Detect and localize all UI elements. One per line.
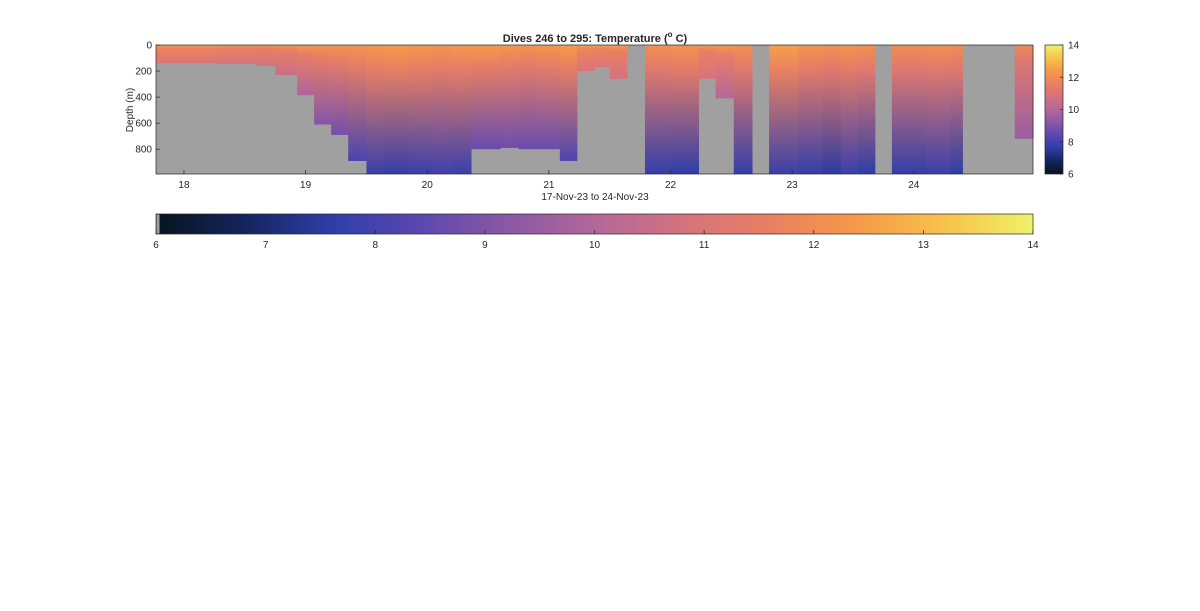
- horizontal-colorbar-tick-label: 6: [153, 240, 159, 251]
- horizontal-colorbar-tick-label: 8: [372, 240, 378, 251]
- y-axis-ticks: 0 200 400 600 800: [135, 41, 160, 156]
- dive-profile-column: [715, 45, 735, 99]
- dive-profile-column: [1014, 45, 1034, 139]
- dive-profile-column: [950, 45, 963, 174]
- x-axis-label: 17-Nov-23 to 24-Nov-23: [541, 192, 649, 203]
- vertical-colorbar-ticks: 6 8 10 12 14: [1060, 41, 1080, 181]
- x-tick-label: 18: [178, 180, 190, 191]
- dive-profile-column: [383, 45, 410, 174]
- vertical-colorbar-tick-label: 6: [1068, 170, 1074, 181]
- dive-profile-column: [593, 45, 611, 68]
- vertical-colorbar-tick-label: 10: [1068, 105, 1080, 116]
- horizontal-colorbar-missing-swatch: [156, 214, 160, 234]
- y-tick-label: 0: [146, 41, 152, 52]
- horizontal-colorbar-tick-label: 11: [699, 240, 710, 251]
- x-tick-label: 21: [543, 180, 555, 191]
- horizontal-colorbar-tick-label: 7: [263, 240, 269, 251]
- dive-profile-column: [409, 45, 434, 174]
- dive-profile-column: [857, 45, 876, 174]
- x-tick-label: 23: [787, 180, 799, 191]
- y-axis-label: Depth (m): [125, 88, 136, 132]
- x-tick-label: 20: [422, 180, 434, 191]
- dive-profile-column: [609, 45, 628, 79]
- plot-frame: [155, 44, 1034, 175]
- dive-profile-column: [314, 45, 332, 125]
- y-tick-label: 400: [135, 93, 152, 104]
- dive-profile-column: [576, 45, 595, 72]
- dive-profile-column: [256, 45, 276, 66]
- dive-profile-column: [769, 45, 799, 174]
- x-tick-label: 24: [908, 180, 920, 191]
- heatmap-plot-area: [156, 45, 1034, 174]
- dive-profile-column: [798, 45, 824, 174]
- horizontal-colorbar-tick-label: 14: [1027, 240, 1039, 251]
- dive-profile-column: [348, 45, 367, 161]
- dive-profile-column: [698, 45, 717, 79]
- dive-profile-column: [670, 45, 699, 174]
- dive-profile-column: [471, 45, 501, 150]
- horizontal-colorbar-tick-label: 12: [808, 240, 820, 251]
- horizontal-colorbar-tick-label: 13: [918, 240, 930, 251]
- y-tick-label: 800: [135, 145, 152, 156]
- dive-profile-column: [536, 45, 561, 150]
- dive-profile-column: [451, 45, 472, 174]
- horizontal-colorbar-tick-label: 9: [482, 240, 488, 251]
- dive-profile-column: [433, 45, 453, 174]
- dive-profile-column: [156, 45, 218, 64]
- x-axis-ticks: 18 19 20 21 22 23 24: [178, 170, 920, 191]
- vertical-colorbar-tick-label: 14: [1068, 41, 1080, 52]
- dive-profile-column: [644, 45, 672, 174]
- dive-profile-column: [331, 45, 349, 135]
- dive-profile-column: [559, 45, 578, 161]
- dive-profile-column: [366, 45, 384, 174]
- dive-profile-column: [500, 45, 519, 148]
- dive-profile-column: [733, 45, 753, 174]
- dive-profile-column: [925, 45, 951, 174]
- dive-profile-column: [822, 45, 842, 174]
- chart-title: Dives 246 to 295: Temperature (o C): [503, 30, 688, 45]
- vertical-colorbar-tick-label: 8: [1068, 137, 1074, 148]
- dive-profile-column: [216, 45, 258, 64]
- horizontal-colorbar-tick-label: 10: [589, 240, 601, 251]
- dive-profile-column: [518, 45, 538, 150]
- vertical-colorbar-tick-label: 12: [1068, 73, 1080, 84]
- y-tick-label: 600: [135, 119, 152, 130]
- dive-profile-column: [297, 45, 315, 96]
- x-tick-label: 19: [300, 180, 312, 191]
- x-tick-label: 22: [665, 180, 677, 191]
- dive-profile-column: [891, 45, 927, 174]
- dive-profile-column: [275, 45, 298, 75]
- dive-profile-column: [840, 45, 859, 174]
- y-tick-label: 200: [135, 67, 152, 78]
- horizontal-colorbar-ticks: 6 7 8 9 10 11 12 13 14: [153, 230, 1039, 251]
